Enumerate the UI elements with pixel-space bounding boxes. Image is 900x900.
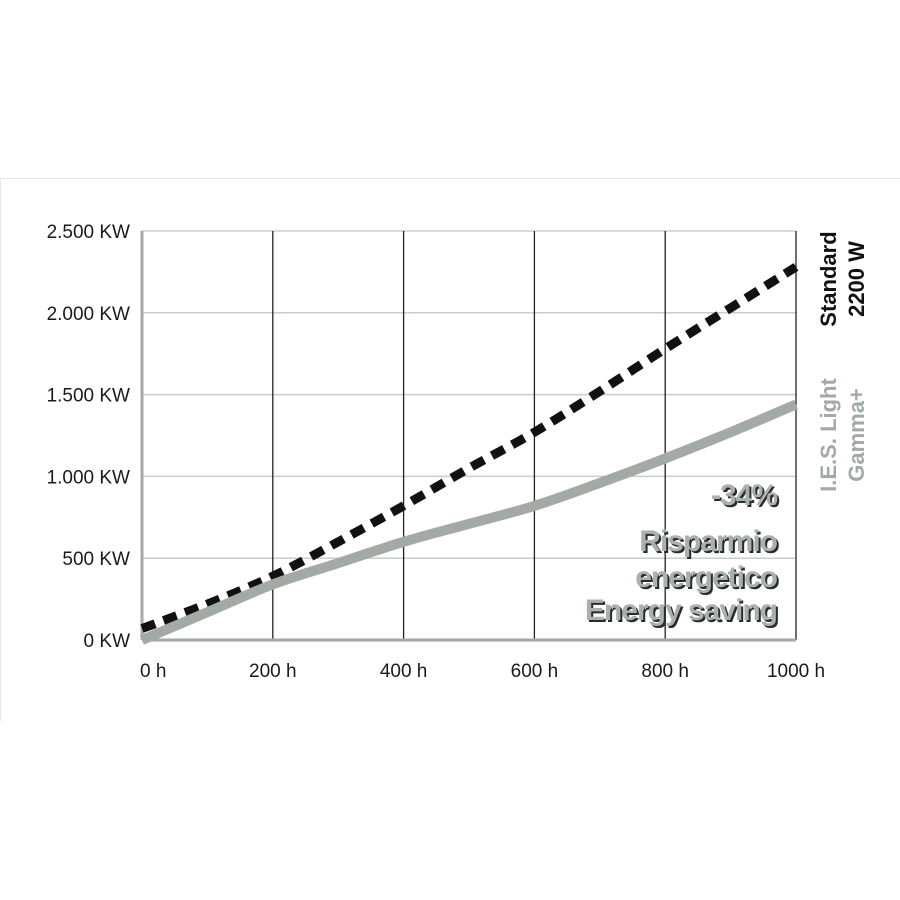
saving-text: Risparmio xyxy=(639,525,777,558)
series-layer xyxy=(140,263,799,645)
saving-text: Energy saving xyxy=(585,594,777,627)
annotation-shadow: energetico xyxy=(637,563,779,596)
annotation-shadow: Risparmio xyxy=(641,527,779,560)
series-ies-light-line xyxy=(140,399,798,645)
annotation-shadow: -34% xyxy=(713,481,779,514)
series-label-standard: 2200 W xyxy=(844,241,869,317)
y-tick-label: 0 KW xyxy=(84,631,131,652)
x-tick-label: 0 h xyxy=(140,661,166,682)
y-tick-label: 2.000 KW xyxy=(47,304,130,325)
saving-percent: -34% xyxy=(711,479,777,512)
y-tick-labels: 0 KW 500 KW 1.000 KW 1.500 KW 2.000 KW 2.500 … xyxy=(47,222,131,652)
saving-text: energetico xyxy=(635,561,777,594)
grid-lines xyxy=(142,230,797,640)
series-label-ies-light: Gamma+ xyxy=(844,388,869,482)
chart-panel: 0 KW 500 KW 1.000 KW 1.500 KW 2.000 KW 2.500 … xyxy=(0,178,900,721)
y-tick-label: 2.500 KW xyxy=(47,222,130,243)
x-tick-label: 600 h xyxy=(511,661,559,682)
x-tick-label: 800 h xyxy=(641,661,689,682)
x-tick-label: 200 h xyxy=(249,661,297,682)
annotation-shadow: Energy saving xyxy=(587,596,779,629)
y-tick-label: 1.500 KW xyxy=(47,386,130,407)
energy-chart: 0 KW 500 KW 1.000 KW 1.500 KW 2.000 KW 2.500 … xyxy=(47,222,869,682)
series-labels: Standard 2200 W I.E.S. Light Gamma+ xyxy=(816,231,869,492)
x-tick-labels: 0 h 200 h 400 h 600 h 800 h 1000 h xyxy=(140,661,825,682)
x-tick-label: 400 h xyxy=(380,661,428,682)
series-label-ies-light: I.E.S. Light xyxy=(816,377,841,491)
series-standard-line xyxy=(140,263,799,633)
y-tick-label: 500 KW xyxy=(62,549,130,570)
x-tick-label: 1000 h xyxy=(767,661,825,682)
axes xyxy=(140,231,796,642)
series-label-standard: Standard xyxy=(816,231,841,326)
y-tick-label: 1.000 KW xyxy=(47,467,130,488)
saving-annotation: -34%-34%RisparmioRisparmioenergeticoener… xyxy=(585,479,781,629)
